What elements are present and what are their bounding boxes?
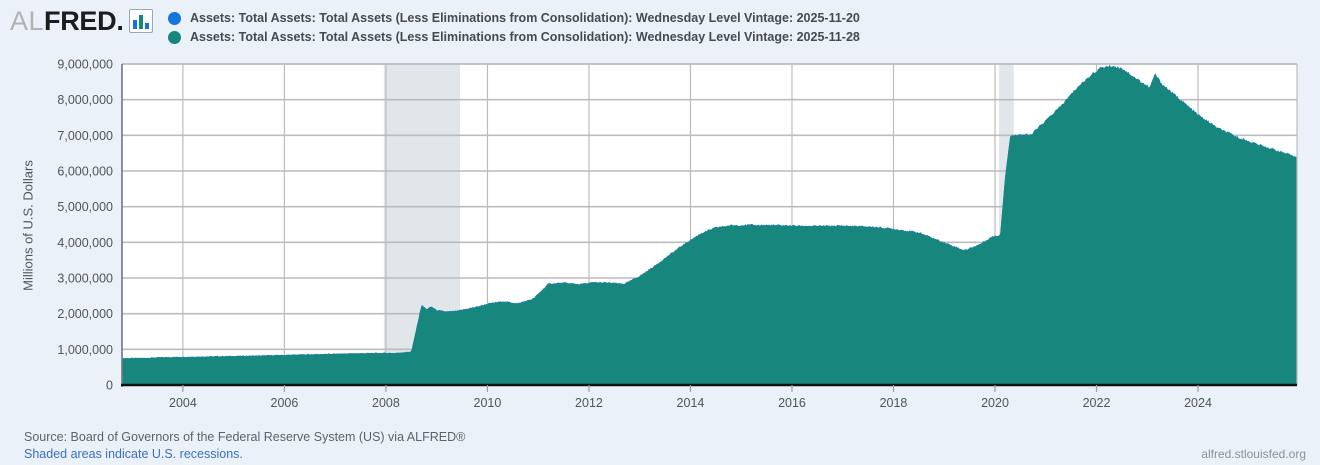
alfred-logo[interactable]: AL FRED. bbox=[10, 5, 153, 36]
y-tick-label-4: 4,000,000 bbox=[57, 236, 113, 250]
chart-container: Millions of U.S. Dollars 0 1,000,000 2,000… bbox=[0, 50, 1320, 422]
y-tick-label-0: 0 bbox=[106, 379, 113, 393]
logo-text-dot: . bbox=[116, 5, 124, 36]
chart-footer: Source: Board of Governors of the Federa… bbox=[0, 424, 1320, 465]
x-tick-label-5: 2014 bbox=[677, 396, 705, 410]
legend-label-1: Assets: Total Assets: Total Assets (Less… bbox=[190, 30, 860, 44]
x-tick-label-10: 2024 bbox=[1184, 396, 1212, 410]
x-tick-label-3: 2010 bbox=[474, 396, 502, 410]
x-tick-label-6: 2016 bbox=[778, 396, 806, 410]
bar-chart-icon bbox=[128, 9, 153, 33]
y-tick-label-3: 3,000,000 bbox=[57, 272, 113, 286]
bar-chart-icon-bar-1 bbox=[132, 20, 137, 29]
legend-label-0: Assets: Total Assets: Total Assets (Less… bbox=[190, 11, 860, 25]
y-tick-label-7: 7,000,000 bbox=[57, 129, 113, 143]
bar-chart-icon-bar-2 bbox=[138, 15, 143, 29]
y-tick-label-6: 6,000,000 bbox=[57, 165, 113, 179]
chart-header: AL FRED. Assets: Total Assets: Total Asse… bbox=[0, 0, 1320, 50]
site-url: alfred.stlouisfed.org bbox=[1201, 447, 1306, 461]
x-tick-label-4: 2012 bbox=[575, 396, 603, 410]
y-tick-label-8: 8,000,000 bbox=[57, 93, 113, 107]
y-axis-label: Millions of U.S. Dollars bbox=[20, 160, 36, 291]
x-tick-label-0: 2004 bbox=[169, 396, 197, 410]
y-tick-label-2: 2,000,000 bbox=[57, 307, 113, 321]
y-tick-label-1: 1,000,000 bbox=[57, 343, 113, 357]
legend-item-1[interactable]: Assets: Total Assets: Total Assets (Less… bbox=[168, 28, 860, 47]
x-tick-label-8: 2020 bbox=[981, 396, 1009, 410]
chart-legend: Assets: Total Assets: Total Assets (Less… bbox=[168, 9, 860, 47]
source-note: Source: Board of Governors of the Federa… bbox=[24, 430, 466, 444]
logo-text-fred: FRED bbox=[44, 5, 117, 36]
bar-chart-icon-bar-3 bbox=[144, 23, 149, 29]
area-chart[interactable]: 0 1,000,000 2,000,000 3,000,000 4,000,000 5,0… bbox=[0, 50, 1320, 422]
x-tick-label-7: 2018 bbox=[880, 396, 908, 410]
x-tick-label-2: 2008 bbox=[372, 396, 400, 410]
recession-note[interactable]: Shaded areas indicate U.S. recessions. bbox=[24, 447, 243, 461]
y-tick-label-9: 9,000,000 bbox=[57, 58, 113, 72]
y-tick-label-5: 5,000,000 bbox=[57, 200, 113, 214]
legend-item-0[interactable]: Assets: Total Assets: Total Assets (Less… bbox=[168, 9, 860, 28]
x-tick-label-9: 2022 bbox=[1083, 396, 1111, 410]
series-area-1[interactable] bbox=[122, 65, 1297, 386]
legend-swatch-icon-1 bbox=[168, 31, 181, 44]
x-tick-label-1: 2006 bbox=[271, 396, 299, 410]
legend-swatch-icon-0 bbox=[168, 12, 181, 25]
logo-text-al: AL bbox=[10, 5, 45, 36]
